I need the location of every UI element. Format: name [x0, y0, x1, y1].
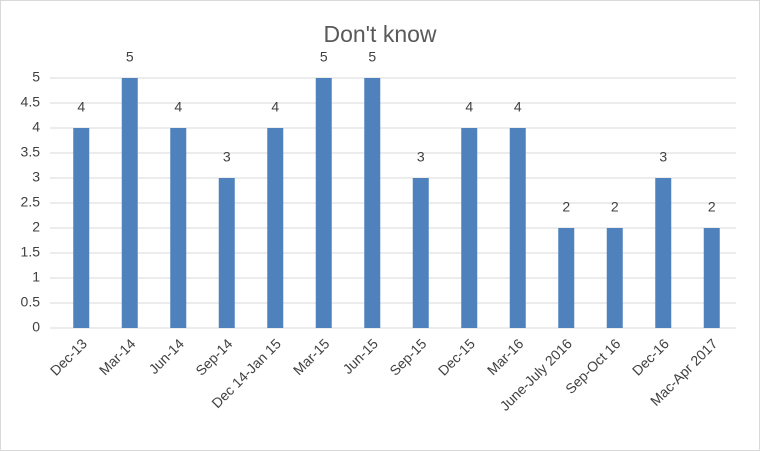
data-label: 3	[223, 149, 231, 165]
bar	[315, 78, 332, 328]
bar	[364, 78, 381, 328]
y-tick-label: 3	[32, 169, 40, 185]
bar	[509, 128, 526, 328]
y-tick-label: 5	[32, 69, 40, 85]
y-tick-label: 1.5	[21, 244, 41, 260]
y-tick-label: 2	[32, 219, 40, 235]
data-label: 2	[562, 199, 570, 215]
bar	[558, 228, 575, 328]
bar	[655, 178, 672, 328]
data-label: 5	[320, 49, 328, 65]
bar	[121, 78, 138, 328]
data-label: 4	[77, 99, 85, 115]
bar	[218, 178, 235, 328]
bar	[170, 128, 187, 328]
y-tick-label: 0.5	[21, 294, 41, 310]
data-label: 5	[368, 49, 376, 65]
data-label: 5	[126, 49, 134, 65]
bar	[267, 128, 284, 328]
bar	[703, 228, 720, 328]
y-tick-label: 2.5	[21, 194, 41, 210]
data-label: 3	[659, 149, 667, 165]
bar	[461, 128, 478, 328]
data-label: 4	[465, 99, 473, 115]
data-label: 2	[611, 199, 619, 215]
data-label: 4	[271, 99, 279, 115]
data-label: 3	[417, 149, 425, 165]
bar	[73, 128, 90, 328]
bar	[606, 228, 623, 328]
y-tick-label: 0	[32, 319, 40, 335]
y-tick-label: 4	[32, 119, 40, 135]
y-tick-label: 1	[32, 269, 40, 285]
data-label: 4	[174, 99, 182, 115]
y-tick-label: 3.5	[21, 144, 41, 160]
bar	[412, 178, 429, 328]
data-label: 2	[708, 199, 716, 215]
data-label: 4	[514, 99, 522, 115]
chart-title: Don't know	[323, 21, 436, 47]
y-tick-label: 4.5	[21, 94, 41, 110]
